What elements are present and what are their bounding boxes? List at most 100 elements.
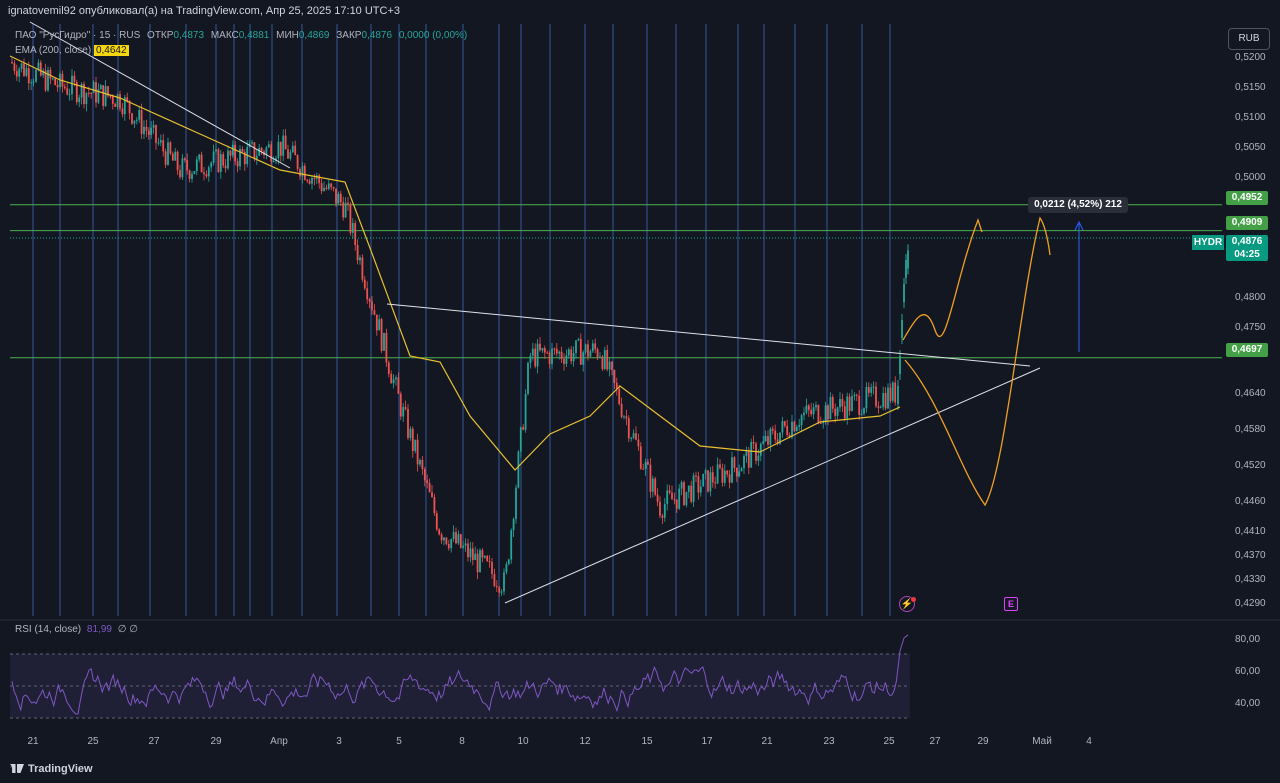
tradingview-logo-icon [10,764,24,773]
candle-body-325 [791,421,793,438]
candle-body-54 [140,110,143,135]
candle-body-181 [445,537,448,545]
price-tick-label-3: 0,5050 [1235,142,1266,153]
candle-body-353 [858,395,861,415]
candle-body-136 [337,193,340,204]
candle-body-174 [428,482,431,493]
candle-body-85 [215,149,217,152]
low-value: 0,4869 [298,30,330,41]
candle-body-68 [174,151,177,161]
time-tick-label-2: 27 [148,736,160,747]
time-tick-label-0: 21 [27,736,39,747]
tradingview-logo[interactable]: TradingView [10,763,93,775]
price-tick-label-10: 0,4460 [1235,496,1266,507]
candle-body-56 [145,126,148,131]
candle-body-262 [639,446,642,469]
candle-body-206 [505,564,508,573]
candle-body-278 [678,488,681,509]
candle-body-165 [407,409,409,438]
candle-body-299 [728,474,731,483]
candle-body-104 [260,147,263,152]
candle-body-48 [126,97,129,101]
level-label-4952: 0,4952 [1226,191,1268,205]
candle-body-35 [95,82,97,103]
candle-body-212 [519,427,522,452]
candle-body-158 [390,373,393,384]
currency-button[interactable]: RUB [1228,28,1270,50]
candle-body-14 [44,70,47,91]
forecast-path-a [902,218,983,341]
candle-body-121 [301,165,304,177]
candle-body-193 [474,553,477,561]
candle-body-91 [229,150,232,156]
candle-body-211 [517,451,520,488]
candle-body-36 [97,89,100,103]
candle-body-154 [380,319,383,351]
candle-body-230 [563,358,565,364]
candle-body-256 [625,416,628,419]
candle-body-358 [870,387,873,393]
candle-body-183 [450,539,453,549]
candle-body-180 [443,537,445,541]
candle-body-140 [347,202,349,205]
candle-body-276 [673,499,676,501]
candle-body-172 [423,469,426,481]
candle-body-176 [433,497,436,514]
candle-body-93 [234,144,237,162]
candle-body-13 [42,70,45,76]
candle-body-26 [73,75,76,83]
candle-body-271 [661,515,664,518]
earnings-icon[interactable]: E [1004,597,1018,611]
candle-body-139 [344,202,347,218]
candle-body-74 [188,170,191,179]
candle-body-237 [579,339,582,365]
candle-body-290 [707,470,709,492]
candle-body-205 [503,572,505,592]
candle-body-107 [267,144,270,148]
candle-body-81 [205,174,208,177]
candle-body-49 [128,100,131,114]
time-tick-label-7: 8 [459,736,465,747]
candle-body-340 [827,405,829,420]
candle-body-247 [603,350,606,370]
brand-name: TradingView [28,763,93,775]
candle-body-78 [198,154,201,160]
candle-body-47 [123,97,126,115]
candle-body-255 [623,416,625,418]
candle-body-94 [236,161,239,167]
level-lines-layer [10,204,1222,359]
candle-body-169 [416,439,419,465]
candle-body-201 [493,573,496,587]
candle-body-295 [719,464,721,468]
candle-body-132 [327,183,330,189]
candle-body-364 [884,393,887,409]
rsi-tick-label-1: 60,00 [1235,666,1260,677]
candle-body-229 [560,351,563,359]
candle-body-220 [539,343,541,351]
candle-body-330 [803,412,805,416]
top-bar: ignatovemil92 опубликовал(а) на TradingV… [0,0,1280,24]
lightning-icon[interactable]: ⚡ [899,596,915,612]
price-tick-label-14: 0,4290 [1235,598,1266,609]
candle-body-200 [491,561,493,574]
candle-body-235 [575,340,577,354]
candle-body-150 [371,301,373,311]
triangle-lower-line [504,367,1041,604]
bar-countdown: 04:25 [1234,249,1260,260]
candle-body-106 [265,147,268,155]
candle-body-219 [536,343,539,367]
candle-body-30 [83,83,85,105]
candle-body-329 [800,415,803,426]
candle-body-304 [740,468,743,472]
candle-body-326 [793,421,796,432]
candle-body-71 [181,158,184,178]
candle-body-316 [769,428,772,445]
candle-body-40 [107,86,109,96]
measure-arrow-head [1074,220,1084,231]
candle-body-175 [431,492,433,498]
candle-body-367 [891,382,894,401]
candle-body-120 [299,169,301,177]
candle-body-198 [486,555,489,562]
candle-body-239 [584,344,587,353]
